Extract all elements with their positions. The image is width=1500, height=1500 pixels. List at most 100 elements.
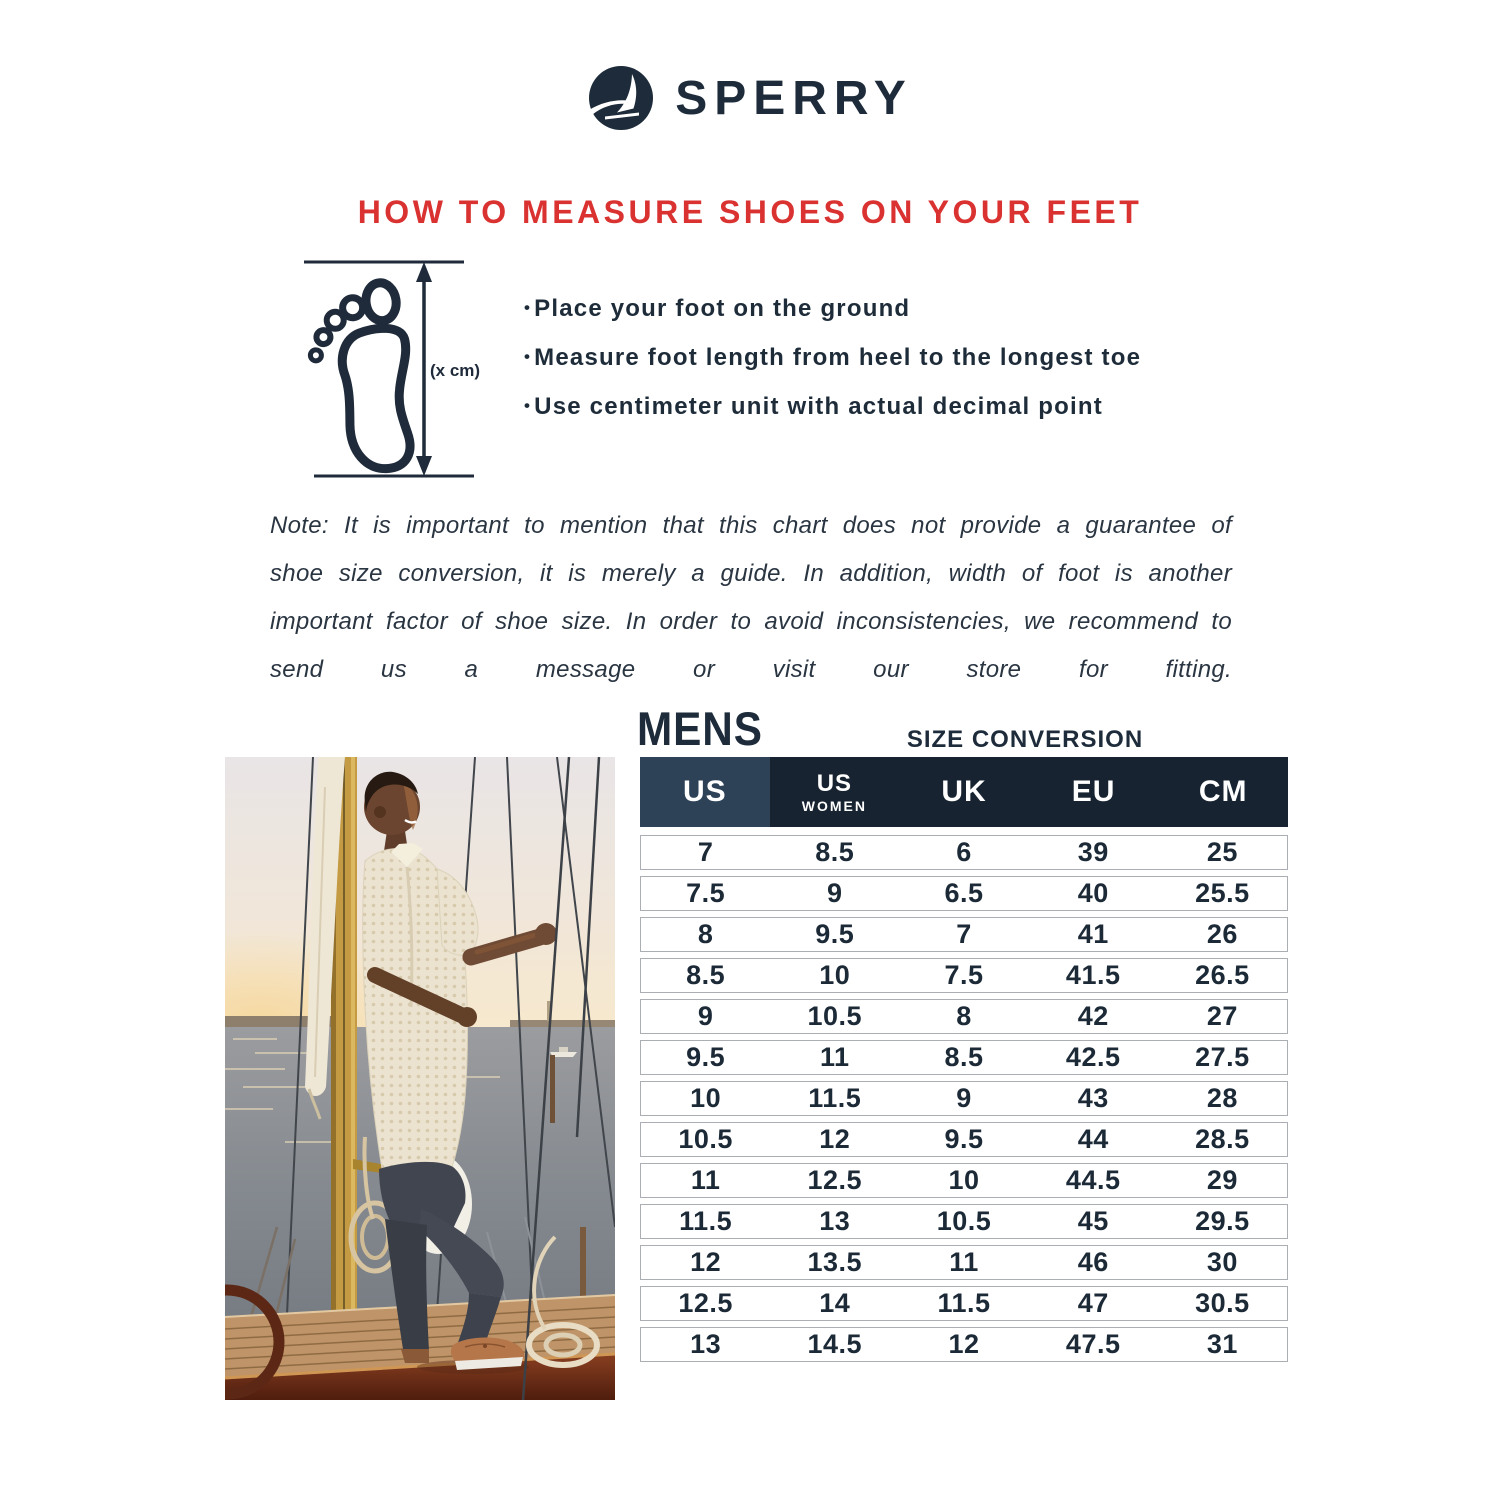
table-row: 7.5 9 6.5 40 25.5 — [640, 876, 1288, 911]
measure-bullet: • Use centimeter unit with actual decimal… — [524, 393, 1244, 421]
column-header-us-women: US WOMEN — [770, 757, 900, 827]
size-table-body: 7 8.5 6 39 25 7.5 9 6.5 40 25.5 8 9.5 7 41 26 8.5 10 7.5 4… — [640, 835, 1288, 1362]
table-row: 10.5 12 9.5 44 28.5 — [640, 1122, 1288, 1157]
sailboat-photo-illustration — [225, 757, 615, 1400]
table-cell: 42 — [1077, 1001, 1109, 1031]
column-header-cm: CM — [1158, 757, 1288, 827]
table-cell: 44 — [1077, 1124, 1109, 1154]
section-title-mens: MENS — [637, 702, 763, 755]
table-cell: 13 — [690, 1329, 722, 1359]
table-cell: 28.5 — [1195, 1124, 1250, 1154]
bullet-icon: • — [524, 298, 532, 317]
table-cell: 9 — [956, 1083, 972, 1113]
table-cell: 13.5 — [807, 1247, 863, 1277]
table-cell: 7 — [956, 919, 972, 949]
table-cell: 40 — [1077, 878, 1109, 908]
table-cell: 44.5 — [1065, 1165, 1121, 1195]
table-cell: 6.5 — [944, 878, 984, 908]
column-header-eu: EU — [1029, 757, 1159, 827]
table-cell: 11.5 — [679, 1206, 733, 1236]
table-row: 9 10.5 8 42 27 — [640, 999, 1288, 1034]
column-header-uk: UK — [899, 757, 1029, 827]
table-cell: 41.5 — [1065, 960, 1121, 990]
table-cell: 29 — [1206, 1165, 1238, 1195]
measure-bullet: • Place your foot on the ground — [524, 295, 1244, 323]
foot-measure-diagram-icon: (x cm) — [304, 260, 480, 478]
table-row: 12 13.5 11 46 30 — [640, 1245, 1288, 1280]
table-cell: 46 — [1077, 1247, 1109, 1277]
measure-bullet: • Measure foot length from heel to the lo… — [524, 344, 1244, 372]
table-row: 7 8.5 6 39 25 — [640, 835, 1288, 870]
brand-name: SPERRY — [675, 71, 913, 125]
disclaimer-note: Note: It is important to mention that th… — [270, 512, 1232, 683]
table-cell: 43 — [1077, 1083, 1109, 1113]
table-cell: 12.5 — [678, 1288, 733, 1318]
table-row: 11.5 13 10.5 45 29.5 — [640, 1204, 1288, 1239]
table-cell: 12 — [819, 1124, 851, 1154]
table-cell: 14 — [819, 1288, 851, 1318]
table-cell: 41 — [1077, 919, 1109, 949]
table-cell: 10.5 — [936, 1206, 992, 1236]
table-cell: 8.5 — [815, 837, 855, 867]
table-cell: 8 — [697, 919, 714, 949]
man-figure — [362, 771, 557, 1374]
table-cell: 9.5 — [944, 1124, 984, 1154]
table-row: 8.5 10 7.5 41.5 26.5 — [640, 958, 1288, 993]
distant-boat — [550, 1047, 577, 1057]
bullet-icon: • — [524, 347, 532, 366]
table-cell: 11.5 — [808, 1083, 862, 1113]
table-cell: 12 — [690, 1247, 722, 1277]
table-cell: 10 — [948, 1165, 980, 1195]
table-cell: 13 — [819, 1206, 851, 1236]
table-cell: 25.5 — [1195, 878, 1250, 908]
size-conversion-table: US US WOMEN UK EU CM 7 8.5 6 39 25 7.5 9 6.5 40 25.5 8 9… — [640, 757, 1288, 1368]
column-label: US — [816, 769, 853, 797]
table-row: 13 14.5 12 47.5 31 — [640, 1327, 1288, 1362]
page-title: HOW TO MEASURE SHOES ON YOUR FEET — [357, 194, 1143, 230]
table-cell: 45 — [1077, 1206, 1109, 1236]
column-label: EU — [1071, 775, 1116, 808]
column-label: CM — [1198, 775, 1248, 808]
sailboat-icon — [589, 66, 654, 130]
bullet-text: Place your foot on the ground — [534, 295, 911, 322]
footprint-icon — [307, 278, 415, 474]
table-cell: 27 — [1206, 1001, 1238, 1031]
table-cell: 28 — [1206, 1083, 1238, 1113]
table-row: 11 12.5 10 44.5 29 — [640, 1163, 1288, 1198]
table-cell: 12 — [948, 1329, 980, 1359]
table-cell: 31 — [1206, 1329, 1238, 1359]
table-cell: 8.5 — [944, 1042, 984, 1072]
bullet-icon: • — [524, 396, 532, 415]
table-cell: 10.5 — [807, 1001, 863, 1031]
table-cell: 47 — [1077, 1288, 1109, 1318]
section-subtitle-size-conversion: SIZE CONVERSION — [906, 726, 1144, 753]
measure-arrow-icon — [416, 262, 432, 476]
table-cell: 8.5 — [686, 960, 726, 990]
measure-instructions: • Place your foot on the ground • Measure f… — [524, 295, 1244, 442]
column-label: UK — [941, 775, 987, 808]
table-cell: 30.5 — [1195, 1288, 1250, 1318]
table-cell: 11 — [949, 1247, 979, 1277]
brand-logo: SPERRY — [0, 64, 1500, 132]
bullet-text: Measure foot length from heel to the lon… — [534, 344, 1142, 371]
table-cell: 29.5 — [1195, 1206, 1250, 1236]
table-cell: 11 — [690, 1165, 721, 1195]
table-cell: 6 — [956, 837, 972, 867]
table-cell: 9.5 — [686, 1042, 726, 1072]
table-cell: 47.5 — [1065, 1329, 1121, 1359]
table-cell: 11.5 — [937, 1288, 991, 1318]
measure-unit-label: (x cm) — [430, 361, 480, 380]
table-cell: 42.5 — [1065, 1042, 1121, 1072]
table-cell: 10 — [690, 1083, 722, 1113]
column-header-us: US — [640, 757, 770, 827]
table-row: 9.5 11 8.5 42.5 27.5 — [640, 1040, 1288, 1075]
bullet-text: Use centimeter unit with actual decimal … — [534, 393, 1103, 420]
table-cell: 39 — [1077, 837, 1109, 867]
table-cell: 8 — [956, 1001, 972, 1031]
table-cell: 30 — [1206, 1247, 1238, 1277]
table-cell: 9.5 — [815, 919, 855, 949]
table-cell: 7.5 — [686, 878, 726, 908]
table-cell: 12.5 — [807, 1165, 863, 1195]
table-cell: 9 — [827, 878, 843, 908]
